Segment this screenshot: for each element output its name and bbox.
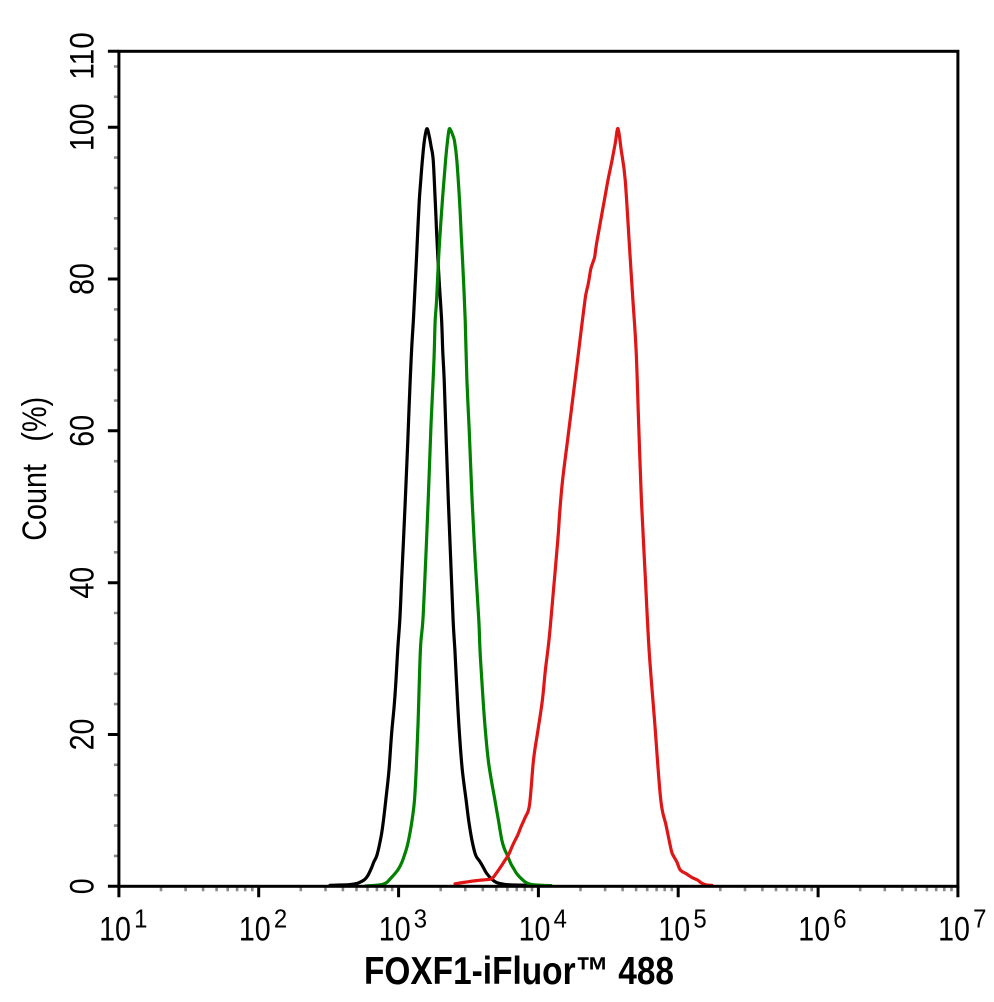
svg-text:2: 2 xyxy=(274,904,287,934)
svg-text:Count (%): Count (%) xyxy=(16,397,54,541)
svg-text:10: 10 xyxy=(798,911,830,949)
svg-text:100: 100 xyxy=(64,103,102,151)
svg-text:FOXF1-iFluor™ 488: FOXF1-iFluor™ 488 xyxy=(364,950,674,993)
svg-text:7: 7 xyxy=(973,904,986,934)
svg-text:10: 10 xyxy=(239,911,271,949)
svg-text:110: 110 xyxy=(64,32,102,80)
svg-text:10: 10 xyxy=(658,911,690,949)
svg-text:6: 6 xyxy=(833,904,846,934)
svg-text:4: 4 xyxy=(554,904,567,934)
svg-text:80: 80 xyxy=(64,263,102,295)
svg-text:10: 10 xyxy=(379,911,411,949)
svg-text:60: 60 xyxy=(64,415,102,447)
svg-text:3: 3 xyxy=(414,904,427,934)
svg-text:40: 40 xyxy=(64,567,102,599)
svg-text:5: 5 xyxy=(693,904,706,934)
svg-text:0: 0 xyxy=(64,878,102,894)
svg-text:10: 10 xyxy=(938,911,970,949)
svg-text:20: 20 xyxy=(64,719,102,751)
svg-text:10: 10 xyxy=(519,911,551,949)
svg-text:10: 10 xyxy=(99,911,131,949)
svg-text:1: 1 xyxy=(134,904,147,934)
